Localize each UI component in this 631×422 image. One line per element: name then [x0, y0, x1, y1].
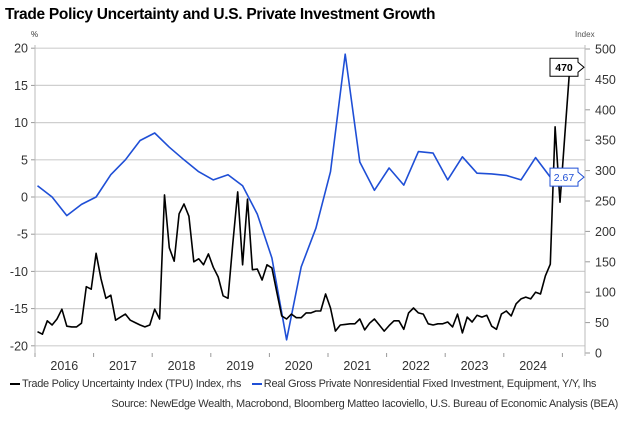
- right-tick-label: 0: [595, 347, 602, 361]
- left-tick-label: 20: [14, 42, 28, 56]
- x-tick-label: 2022: [402, 359, 430, 373]
- legend-item-tpu: Trade Policy Uncertainty Index (TPU) Ind…: [10, 378, 241, 390]
- legend-label-tpu: Trade Policy Uncertainty Index (TPU) Ind…: [22, 378, 242, 390]
- chart-title: Trade Policy Uncertainty and U.S. Privat…: [5, 6, 436, 23]
- right-tick-label: 500: [595, 43, 616, 57]
- right-tick-label: 250: [595, 195, 616, 209]
- x-tick-label: 2023: [461, 359, 489, 373]
- right-tick-label: 50: [595, 316, 609, 330]
- right-tick-label: 300: [595, 164, 616, 178]
- left-tick-label: 15: [14, 79, 28, 93]
- left-tick-label: -20: [10, 339, 28, 353]
- legend-swatch-investment: [251, 383, 262, 386]
- left-axis-unit: %: [31, 30, 38, 39]
- tpu-last-value-label: 470: [555, 62, 573, 74]
- right-tick-label: 100: [595, 286, 616, 300]
- chart-plot: 20151050-5-10-15-20500450400350300250200…: [10, 30, 616, 373]
- x-tick-label: 2019: [226, 359, 254, 373]
- legend-label-investment: Real Gross Private Nonresidential Fixed …: [263, 378, 597, 390]
- investment-last-value-box: [549, 167, 585, 187]
- left-tick-label: 0: [21, 191, 28, 205]
- x-tick-label: 2017: [109, 359, 137, 373]
- left-tick-label: -5: [17, 228, 28, 242]
- investment-last-value-label: 2.67: [554, 172, 575, 184]
- right-tick-label: 150: [595, 255, 616, 269]
- left-tick-label: 5: [21, 153, 28, 167]
- tpu-series-line: [37, 67, 571, 336]
- x-tick-label: 2024: [519, 359, 547, 373]
- x-tick-label: 2016: [50, 359, 78, 373]
- x-tick-label: 2020: [285, 359, 313, 373]
- x-tick-label: 2018: [168, 359, 196, 373]
- right-tick-label: 350: [595, 134, 616, 148]
- left-tick-label: -10: [10, 265, 28, 279]
- right-tick-label: 450: [595, 73, 616, 87]
- tpu-last-value-box: [549, 57, 585, 77]
- right-tick-label: 200: [595, 225, 616, 239]
- right-axis-unit: Index: [575, 30, 595, 39]
- right-tick-label: 400: [595, 103, 616, 117]
- legend-swatch-tpu: [10, 383, 20, 386]
- source-note: Source: NewEdge Wealth, Macrobond, Bloom…: [111, 398, 618, 410]
- investment-series-line: [37, 53, 551, 341]
- x-tick-label: 2021: [343, 359, 371, 373]
- left-tick-label: -15: [10, 302, 28, 316]
- legend: Trade Policy Uncertainty Index (TPU) Ind…: [10, 378, 604, 390]
- legend-item-investment: Real Gross Private Nonresidential Fixed …: [251, 378, 597, 390]
- left-tick-label: 10: [14, 116, 28, 130]
